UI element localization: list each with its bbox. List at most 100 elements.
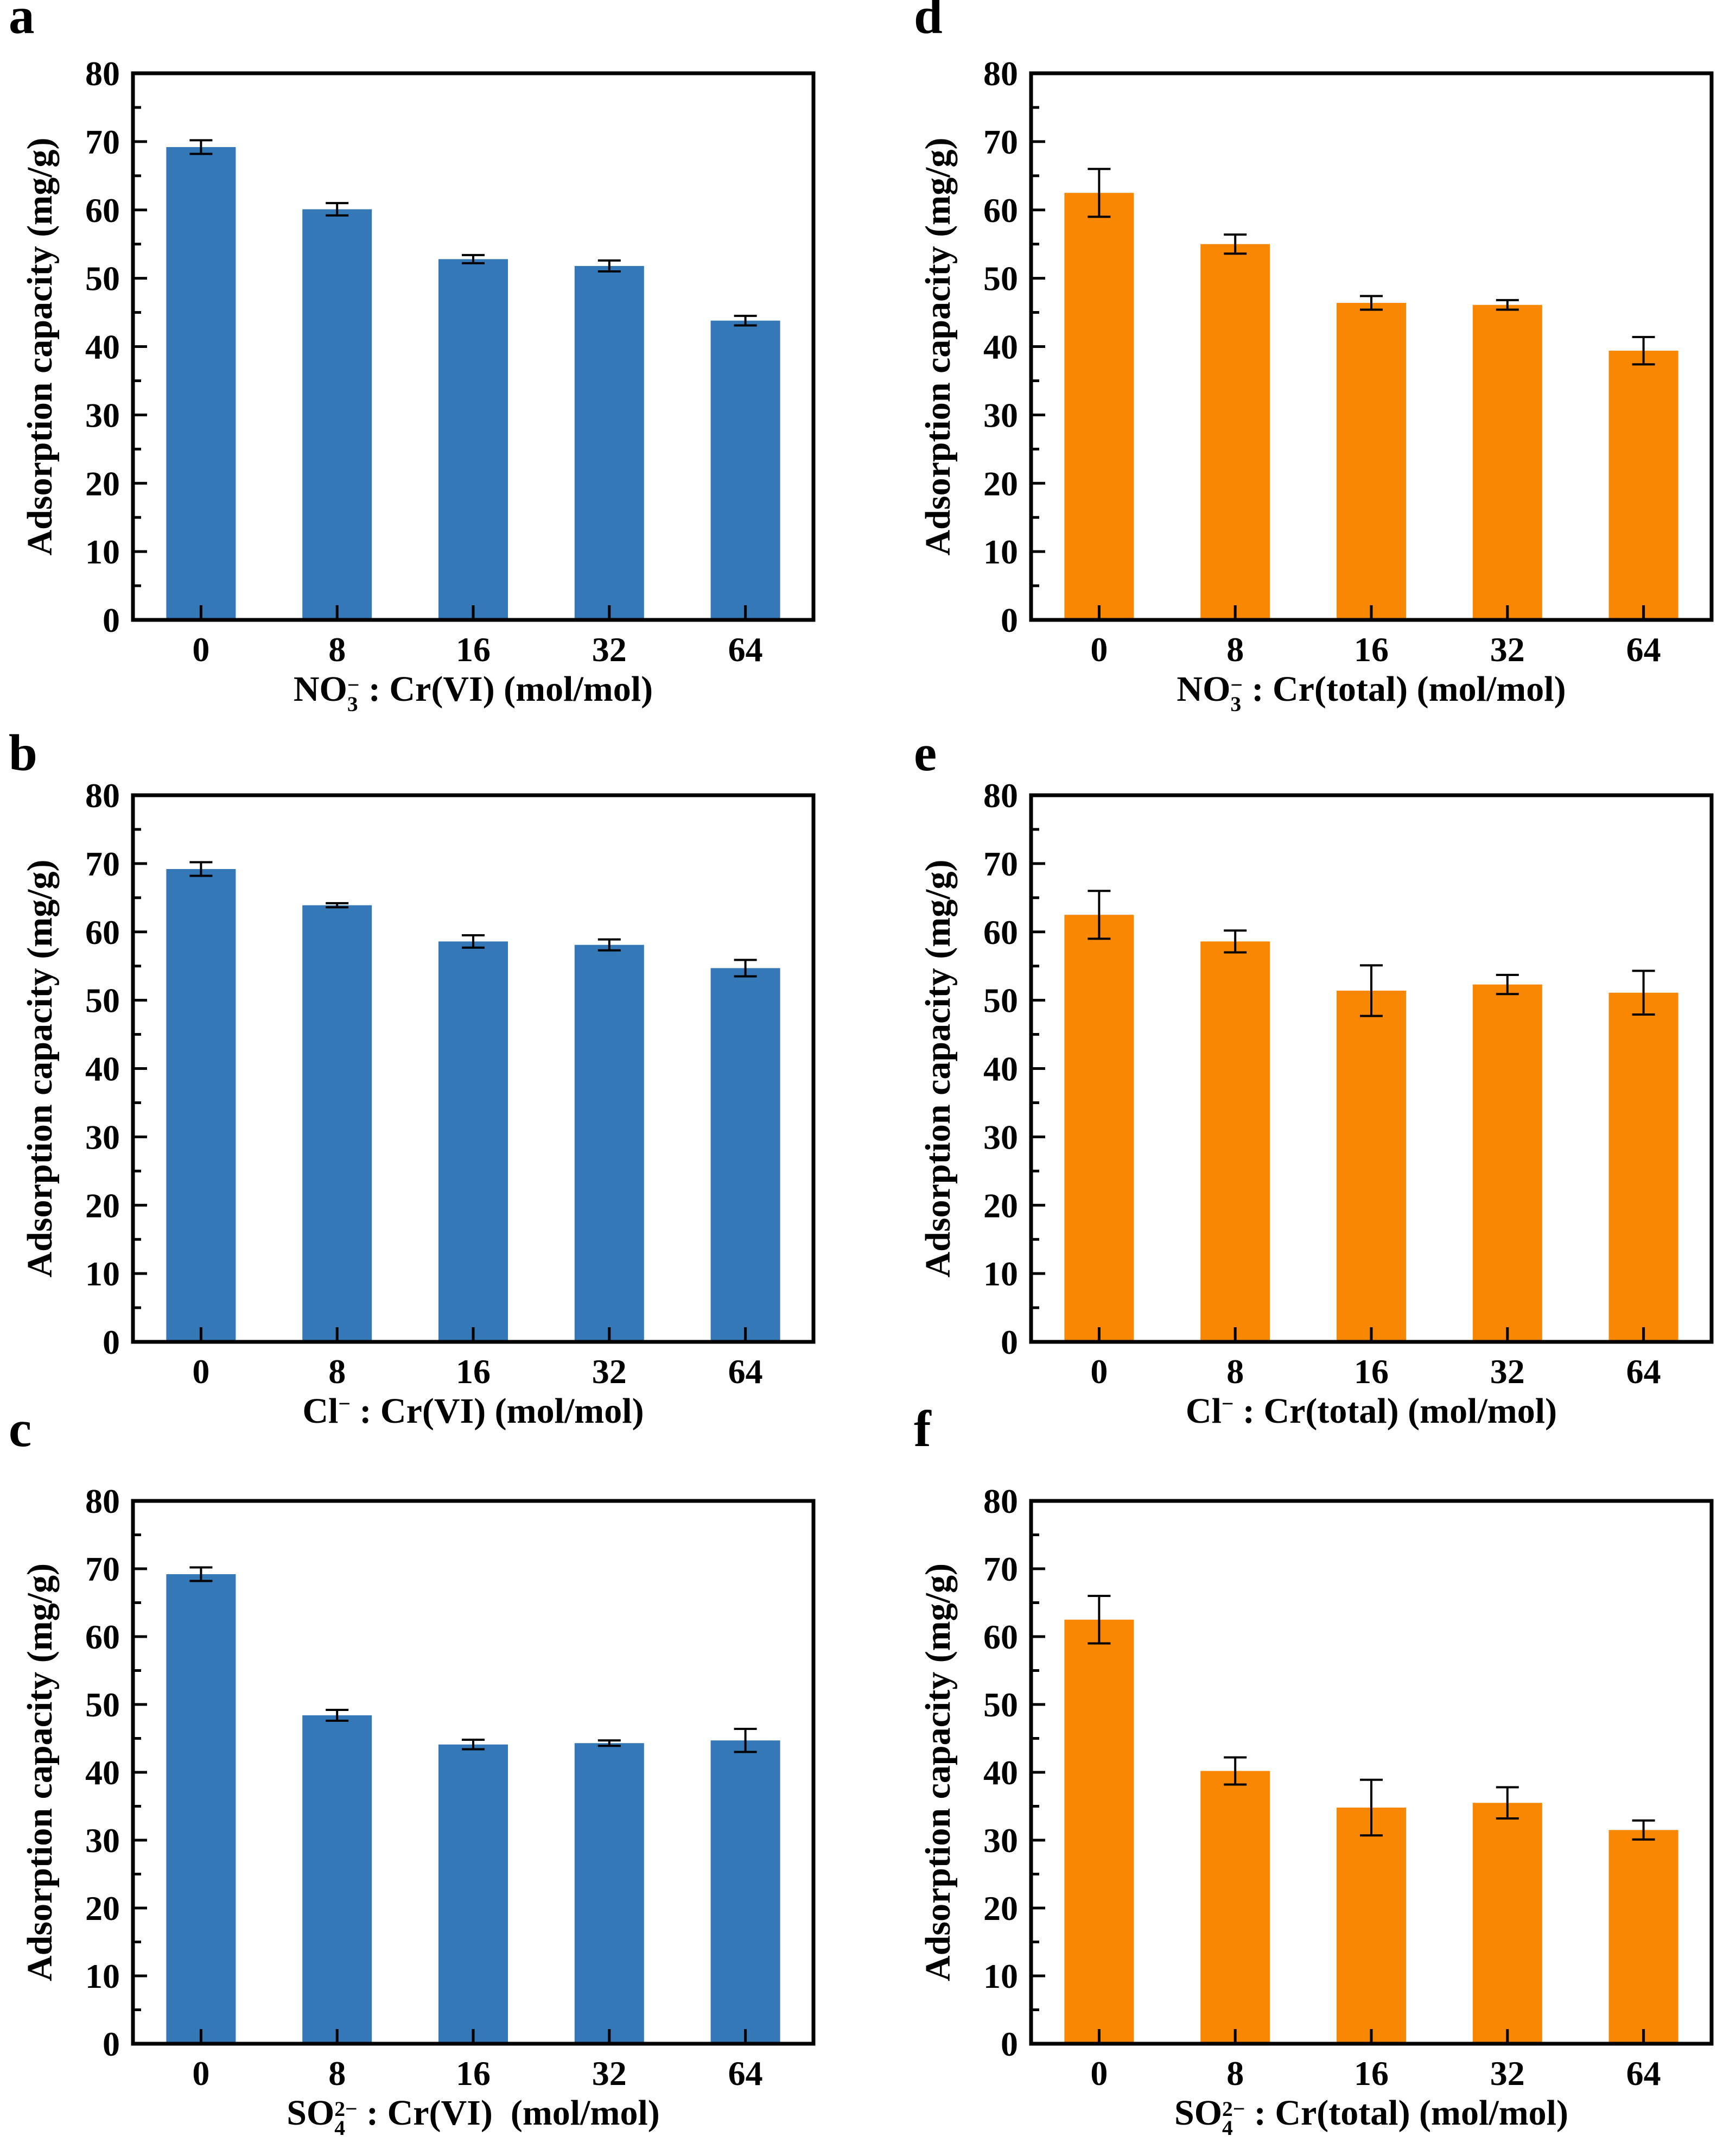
y-tick-label: 30 (85, 1821, 120, 1860)
x-tick-label: 8 (328, 2054, 346, 2093)
y-tick-label: 30 (85, 1118, 120, 1156)
y-tick-label: 30 (983, 1118, 1018, 1156)
y-tick-label: 10 (85, 1957, 120, 1995)
y-tick-label: 20 (85, 1889, 120, 1928)
y-tick-label: 80 (983, 1482, 1018, 1520)
x-tick-label: 64 (728, 630, 763, 669)
superscript: − (1221, 1392, 1234, 1416)
x-axis-title-text: SO (287, 2093, 335, 2133)
y-tick-label: 60 (983, 913, 1018, 952)
y-tick-label: 70 (85, 1550, 120, 1588)
bar (166, 147, 236, 620)
x-axis-title-d: NO −3 : Cr(total) (mol/mol) (1031, 669, 1712, 715)
y-tick-label: 50 (85, 981, 120, 1020)
bar-chart-d: 0 10 20 30 40 50 60 70 80 0 8 16 32 64 Adsorption capa… (918, 54, 1714, 669)
bar (438, 1744, 508, 2044)
y-tick-label: 20 (983, 1186, 1018, 1225)
sub-sup-stack: 2− 4 (1222, 2096, 1245, 2138)
panel-a: a 0 10 20 30 40 50 60 70 80 0 8 16 32 64 Adsorption ca… (0, 0, 868, 722)
x-tick-label: 0 (192, 630, 209, 669)
y-tick-label: 0 (103, 2025, 120, 2063)
y-tick-label: 70 (85, 845, 120, 883)
panel-letter-a: a (9, 0, 35, 45)
y-tick-label: 50 (85, 259, 120, 298)
bar (438, 259, 508, 620)
x-tick-label: 0 (192, 1352, 209, 1391)
x-tick-label: 8 (1226, 1352, 1244, 1391)
y-tick-label: 30 (983, 396, 1018, 434)
x-tick-label: 32 (1490, 630, 1525, 669)
sub-sup-stack: −3 (347, 674, 360, 716)
x-tick-label: 64 (728, 1352, 763, 1391)
y-tick-label: 20 (983, 1889, 1018, 1928)
y-tick-label: 10 (85, 533, 120, 571)
bar (1472, 984, 1542, 1342)
panel-e: e 0 10 20 30 40 50 60 70 80 0 8 16 32 64 Adsorption ca… (868, 722, 1736, 1444)
x-axis-title-text: : Cr(VI) (mol/mol) (357, 2093, 660, 2133)
panel-f: f 0 10 20 30 40 50 60 70 80 0 8 16 32 64 Adsorption ca… (868, 1403, 1736, 2155)
y-tick-label: 30 (85, 396, 120, 434)
y-tick-label: 40 (983, 1753, 1018, 1792)
y-tick-label: 60 (85, 913, 120, 952)
y-tick-label: 0 (1001, 2025, 1018, 2063)
superscript: 2− (1222, 2096, 1245, 2121)
y-tick-label: 80 (85, 1482, 120, 1520)
superscript: − (1230, 673, 1243, 697)
subscript: 3 (347, 692, 358, 716)
x-axis-title-text: : Cr(total) (mol/mol) (1245, 2093, 1568, 2133)
x-tick-label: 0 (1090, 2054, 1108, 2093)
x-tick-label: 64 (1626, 630, 1661, 669)
y-tick-label: 40 (85, 1050, 120, 1088)
x-axis-title-text: : Cr(VI) (mol/mol) (350, 1391, 644, 1431)
y-axis-title: Adsorption capacity (mg/g) (918, 138, 958, 556)
y-tick-label: 20 (85, 464, 120, 503)
superscript: − (338, 1392, 351, 1416)
y-tick-label: 60 (983, 1618, 1018, 1656)
bar (166, 869, 236, 1342)
bar-chart-b: 0 10 20 30 40 50 60 70 80 0 8 16 32 64 Adsorption capa… (20, 776, 816, 1391)
y-axis-title: Adsorption capacity (mg/g) (20, 138, 60, 556)
x-axis-title-text: : Cr(total) (mol/mol) (1242, 669, 1566, 709)
bar (1608, 351, 1678, 620)
sub-sup-stack: 2− 4 (334, 2096, 358, 2140)
y-tick-label: 50 (983, 1685, 1018, 1724)
bar (710, 968, 780, 1342)
y-tick-label: 50 (85, 1685, 120, 1724)
y-tick-label: 80 (983, 776, 1018, 815)
bar (1200, 1771, 1270, 2044)
x-tick-label: 8 (1226, 630, 1244, 669)
y-tick-label: 30 (983, 1821, 1018, 1860)
x-axis-title-text: SO (1174, 2093, 1223, 2133)
y-tick-label: 40 (85, 328, 120, 366)
x-tick-label: 16 (456, 2054, 491, 2093)
x-axis-title-text: : Cr(total) (mol/mol) (1233, 1391, 1557, 1431)
panel-letter-c: c (9, 1400, 32, 1457)
bar (1064, 1619, 1134, 2044)
bar (574, 1743, 644, 2044)
bar (1337, 302, 1406, 620)
y-axis-title: Adsorption capacity (mg/g) (20, 860, 60, 1278)
bar (302, 905, 372, 1342)
y-tick-label: 80 (85, 54, 120, 93)
x-tick-label: 16 (1354, 630, 1389, 669)
bar (1337, 991, 1406, 1342)
x-tick-label: 16 (1354, 1352, 1389, 1391)
subscript: 4 (334, 2115, 346, 2140)
x-tick-label: 32 (1490, 2054, 1525, 2093)
bar (1472, 305, 1542, 620)
panel-letter-e: e (914, 724, 937, 782)
x-tick-label: 16 (1354, 2054, 1389, 2093)
bar-chart-c: 0 10 20 30 40 50 60 70 80 0 8 16 32 64 Adsorption capa… (20, 1482, 816, 2093)
bar (574, 945, 644, 1342)
y-axis-title: Adsorption capacity (mg/g) (918, 860, 958, 1278)
y-tick-label: 80 (983, 54, 1018, 93)
x-tick-label: 64 (728, 2054, 763, 2093)
y-tick-label: 40 (983, 328, 1018, 366)
bar-chart-f: 0 10 20 30 40 50 60 70 80 0 8 16 32 64 Adsorption capa… (918, 1482, 1714, 2093)
x-axis-title-a: NO −3 : Cr(VI) (mol/mol) (133, 671, 813, 716)
superscript: 2− (334, 2096, 358, 2121)
bar (1472, 1803, 1542, 2044)
y-tick-label: 50 (983, 981, 1018, 1020)
bar (710, 320, 780, 620)
